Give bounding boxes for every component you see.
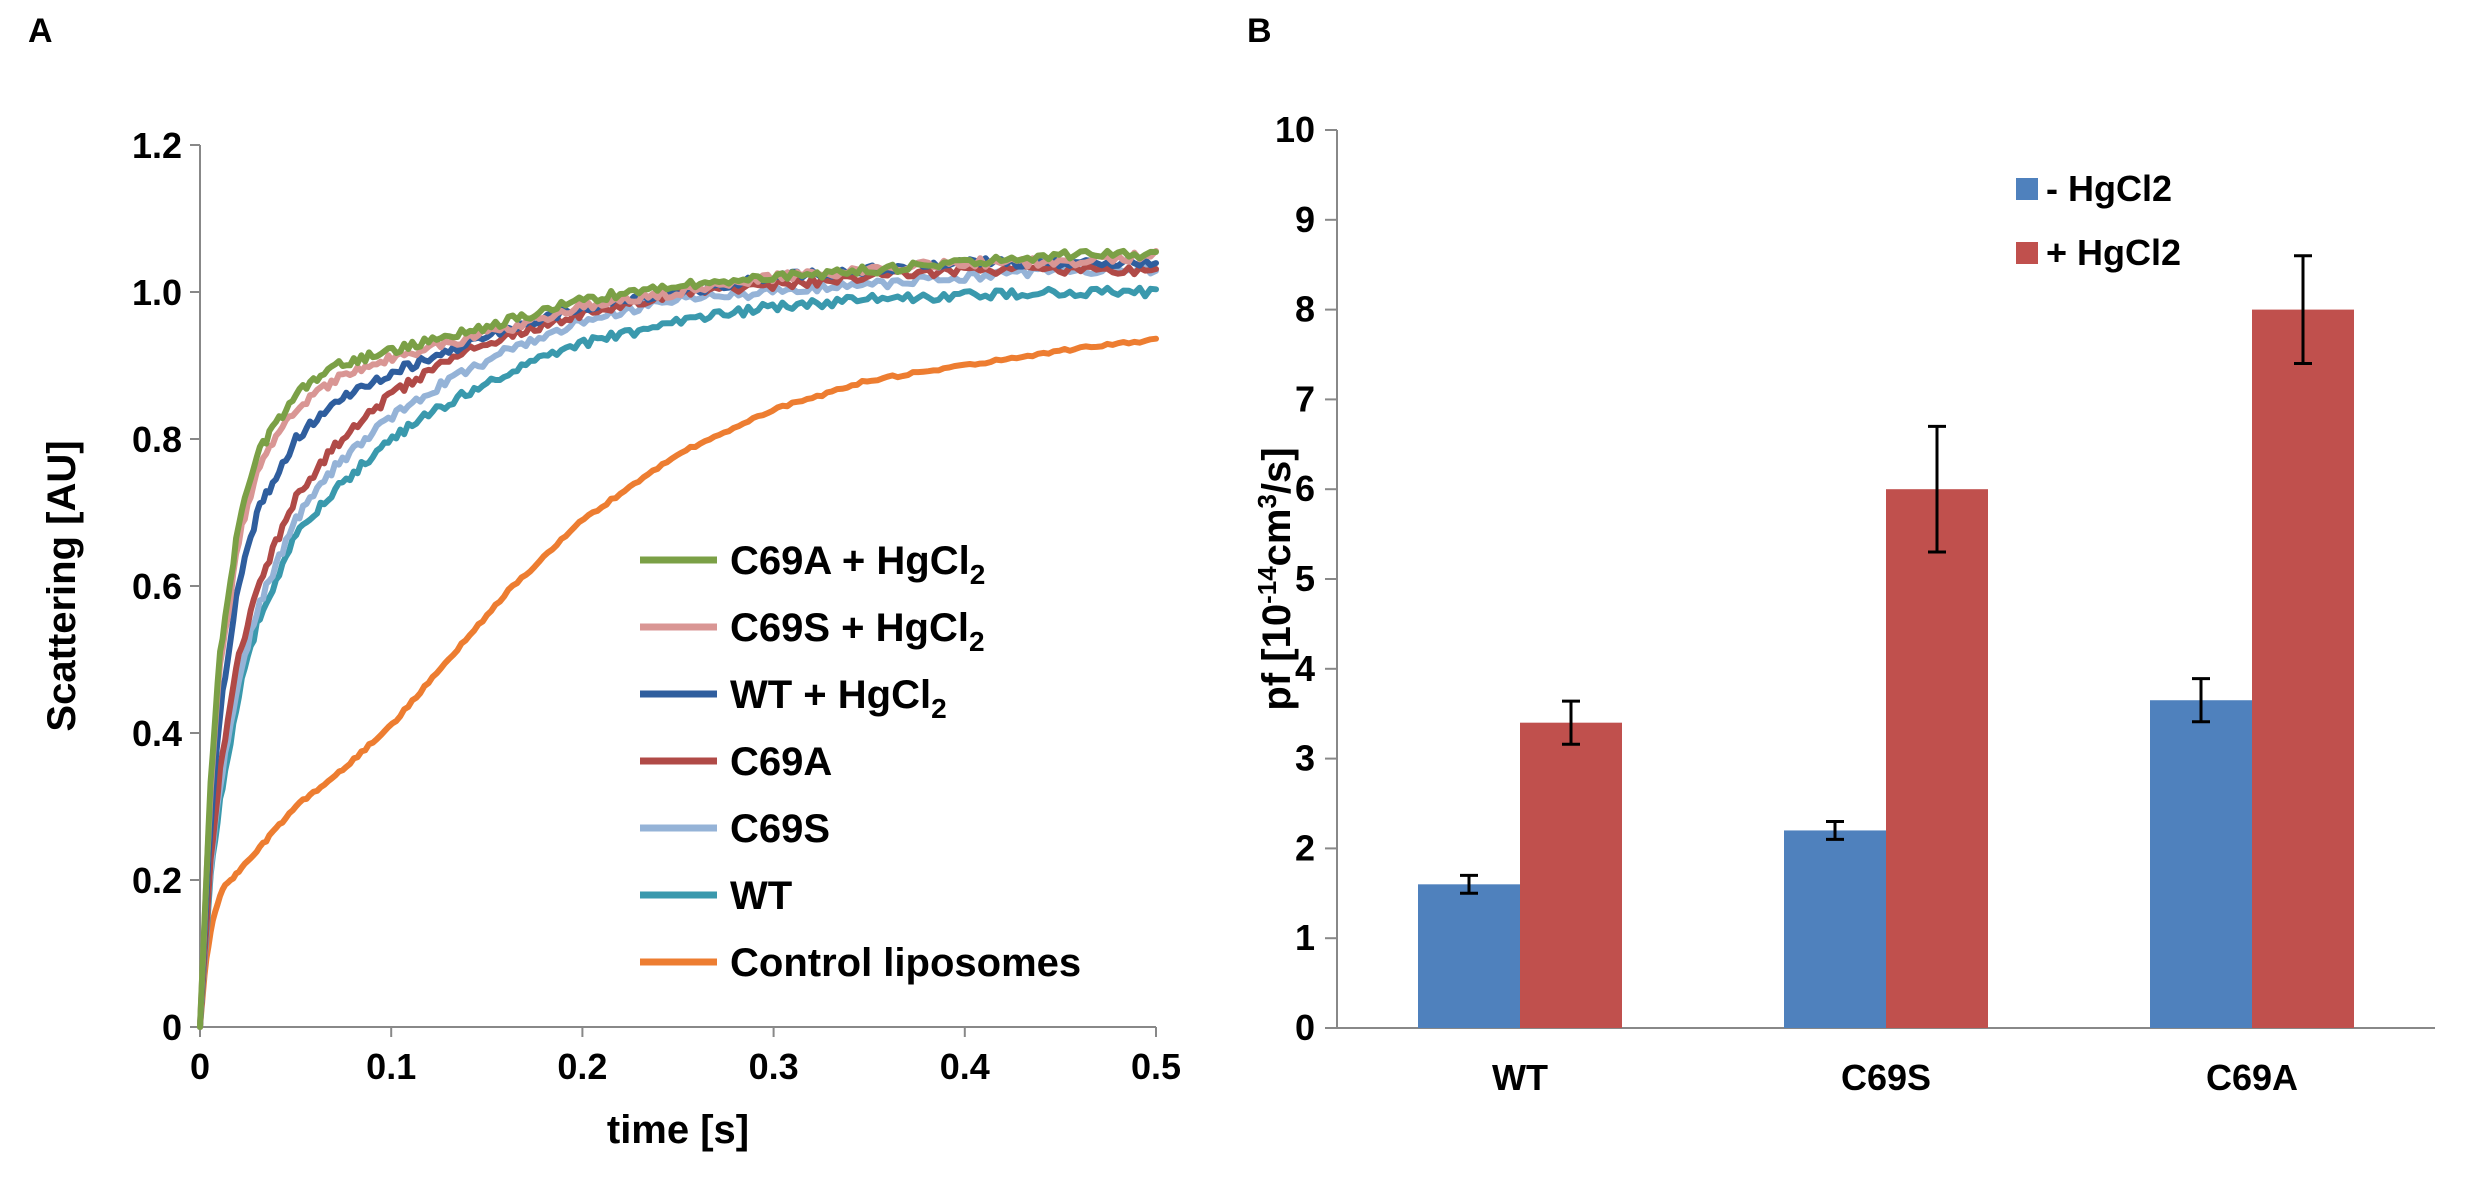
a-y-tick-label: 1.2	[132, 125, 182, 166]
chart-a-scattering: 0 0.2 0.4 0.6 0.8 1.0 1.2 0 0.1 0.2 0.3 0.4 0.5 time …	[40, 125, 1181, 1152]
b-y-tick-label: 0	[1295, 1007, 1315, 1048]
a-y-tick-label: 0	[162, 1007, 182, 1048]
panel-b-label: B	[1247, 12, 1272, 50]
b-legend-label: - HgCl2	[2046, 168, 2172, 209]
b-bar-c69a-minus-hgcl2	[2150, 700, 2252, 1028]
b-y-tick-label: 1	[1295, 917, 1315, 958]
b-category-label: WT	[1492, 1057, 1548, 1098]
a-legend-label: C69A + HgCl2	[730, 539, 985, 590]
a-y-tick-label: 1.0	[132, 272, 182, 313]
b-bar-wt-plus-hgcl2	[1520, 722, 1622, 1028]
a-series-line-c69a	[197, 262, 1159, 1030]
b-bar-c69s-plus-hgcl2	[1886, 489, 1988, 1028]
a-legend-label: Control liposomes	[730, 941, 1081, 985]
a-legend-label: WT	[730, 874, 792, 918]
a-x-tick-label: 0.4	[940, 1046, 990, 1087]
a-x-tick-label: 0.3	[749, 1046, 799, 1087]
a-series-line-c69s-hgcl2	[197, 248, 1159, 1030]
b-category-label: C69S	[1841, 1057, 1931, 1098]
panel-a-label: A	[28, 12, 53, 50]
b-bar-c69a-plus-hgcl2	[2252, 309, 2354, 1029]
b-y-axis-title: pf [10-14cm3/s]	[1252, 447, 1299, 710]
b-y-tick-label: 8	[1295, 289, 1315, 330]
a-x-tick-label: 0.5	[1131, 1046, 1181, 1087]
b-y-tick-label: 5	[1295, 558, 1315, 599]
a-series-line-control-liposomes	[197, 335, 1159, 1030]
a-y-tick-label: 0.6	[132, 566, 182, 607]
a-x-tick-label: 0.2	[557, 1046, 607, 1087]
b-y-tick-label: 7	[1295, 378, 1315, 419]
a-legend-label: C69A	[730, 740, 832, 784]
a-legend-label: C69S + HgCl2	[730, 606, 985, 657]
a-series-line-c69a-hgcl2	[197, 247, 1159, 1030]
b-y-tick-label: 9	[1295, 199, 1315, 240]
chart-b-pf-bars: 0 1 2 3 4 5 6 7 8 9 10 pf [10-14cm3/s] WT C69S C69A - H…	[1252, 109, 2435, 1098]
a-y-tick-label: 0.2	[132, 860, 182, 901]
a-y-tick-label: 0.8	[132, 419, 182, 460]
a-x-axis-title: time [s]	[607, 1108, 749, 1152]
b-bar-wt-minus-hgcl2	[1418, 884, 1520, 1028]
a-y-axis-title: Scattering [AU]	[40, 440, 84, 731]
a-series-line-c69s	[197, 263, 1159, 1030]
a-x-tick-label: 0	[190, 1046, 210, 1087]
b-y-tick-label: 4	[1295, 648, 1315, 689]
b-y-tick-label: 6	[1295, 468, 1315, 509]
b-legend-label: + HgCl2	[2046, 232, 2181, 273]
a-legend-label: WT + HgCl2	[730, 673, 947, 724]
a-y-tick-label: 0.4	[132, 713, 182, 754]
b-category-label: C69A	[2206, 1057, 2298, 1098]
b-legend-swatch	[2016, 178, 2038, 200]
b-y-tick-label: 3	[1295, 738, 1315, 779]
a-legend-label: C69S	[730, 807, 830, 851]
a-x-tick-label: 0.1	[366, 1046, 416, 1087]
b-y-tick-label: 2	[1295, 827, 1315, 868]
a-series-line-wt	[197, 284, 1159, 1030]
b-legend-swatch	[2016, 242, 2038, 264]
b-bar-c69s-minus-hgcl2	[1784, 830, 1886, 1028]
b-y-tick-label: 10	[1275, 109, 1315, 150]
